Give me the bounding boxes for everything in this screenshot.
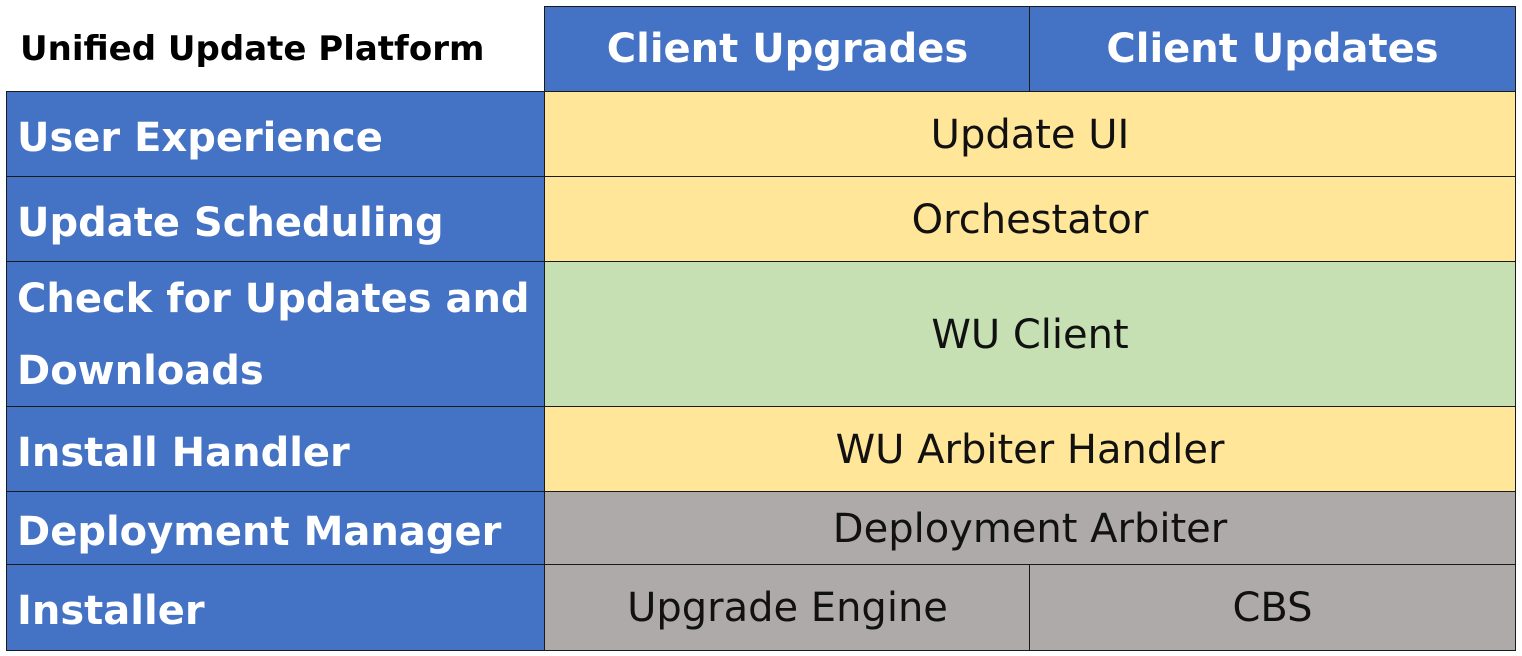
- row-label-install-handler: Install Handler: [6, 406, 546, 493]
- row-label-deployment-manager: Deployment Manager: [6, 491, 546, 566]
- column-header-client-upgrades: Client Upgrades: [544, 6, 1031, 92]
- row-label-update-scheduling: Update Scheduling: [6, 176, 546, 263]
- component-cbs: CBS: [1029, 564, 1516, 651]
- component-wu-client: WU Client: [544, 261, 1516, 408]
- row-label-installer: Installer: [6, 564, 546, 651]
- component-deployment-arbiter: Deployment Arbiter: [544, 491, 1516, 566]
- component-orchestrator: Orchestator: [544, 176, 1516, 263]
- platform-title: Unified Update Platform: [20, 29, 485, 69]
- row-label-check-for-updates: Check for Updates and Downloads: [6, 261, 546, 408]
- row-label-user-experience: User Experience: [6, 91, 546, 178]
- component-upgrade-engine: Upgrade Engine: [544, 564, 1031, 651]
- column-header-client-updates: Client Updates: [1029, 6, 1516, 92]
- component-update-ui: Update UI: [544, 91, 1516, 178]
- component-wu-arbiter-handler: WU Arbiter Handler: [544, 406, 1516, 493]
